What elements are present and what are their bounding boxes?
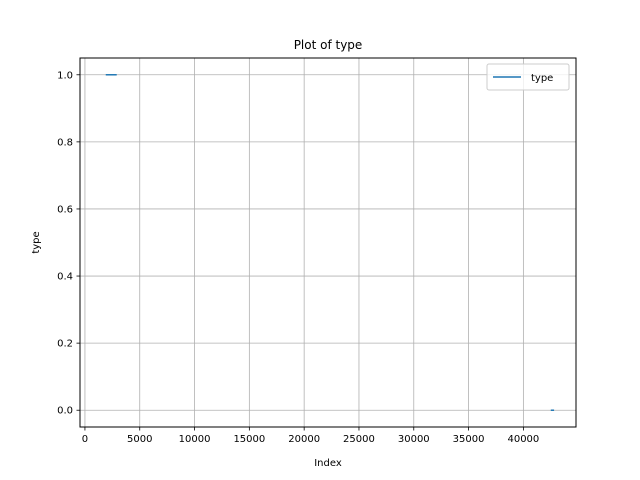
y-tick-label: 0.4 xyxy=(57,272,73,283)
y-tick-label: 0.2 xyxy=(57,339,73,350)
x-tick-label: 35000 xyxy=(453,434,485,445)
x-tick-label: 15000 xyxy=(233,434,265,445)
x-tick-label: 25000 xyxy=(343,434,375,445)
x-tick-label: 10000 xyxy=(179,434,211,445)
x-tick-label: 30000 xyxy=(398,434,430,445)
x-tick-label: 20000 xyxy=(288,434,320,445)
x-tick-label: 0 xyxy=(82,434,88,445)
legend-entry-type: type xyxy=(531,73,553,84)
x-tick-label: 40000 xyxy=(507,434,539,445)
y-tick-label: 0.0 xyxy=(57,406,73,417)
series-layer xyxy=(105,74,555,411)
x-tick-label: 5000 xyxy=(127,434,152,445)
x-axis-ticks: 0 5000 10000 15000 20000 25000 30000 35000 40000 xyxy=(82,427,539,445)
y-tick-label: 1.0 xyxy=(57,70,73,81)
y-tick-label: 0.8 xyxy=(57,137,73,148)
grid xyxy=(80,58,576,427)
plot-frame xyxy=(79,57,577,428)
chart-title: Plot of type xyxy=(294,38,363,52)
y-axis-ticks: 0.0 0.2 0.4 0.6 0.8 1.0 xyxy=(57,70,80,417)
x-axis-label: Index xyxy=(314,458,342,469)
y-axis-label: type xyxy=(31,231,42,253)
y-tick-label: 0.6 xyxy=(57,204,73,215)
legend: type xyxy=(486,63,570,91)
legend-box xyxy=(486,63,570,91)
